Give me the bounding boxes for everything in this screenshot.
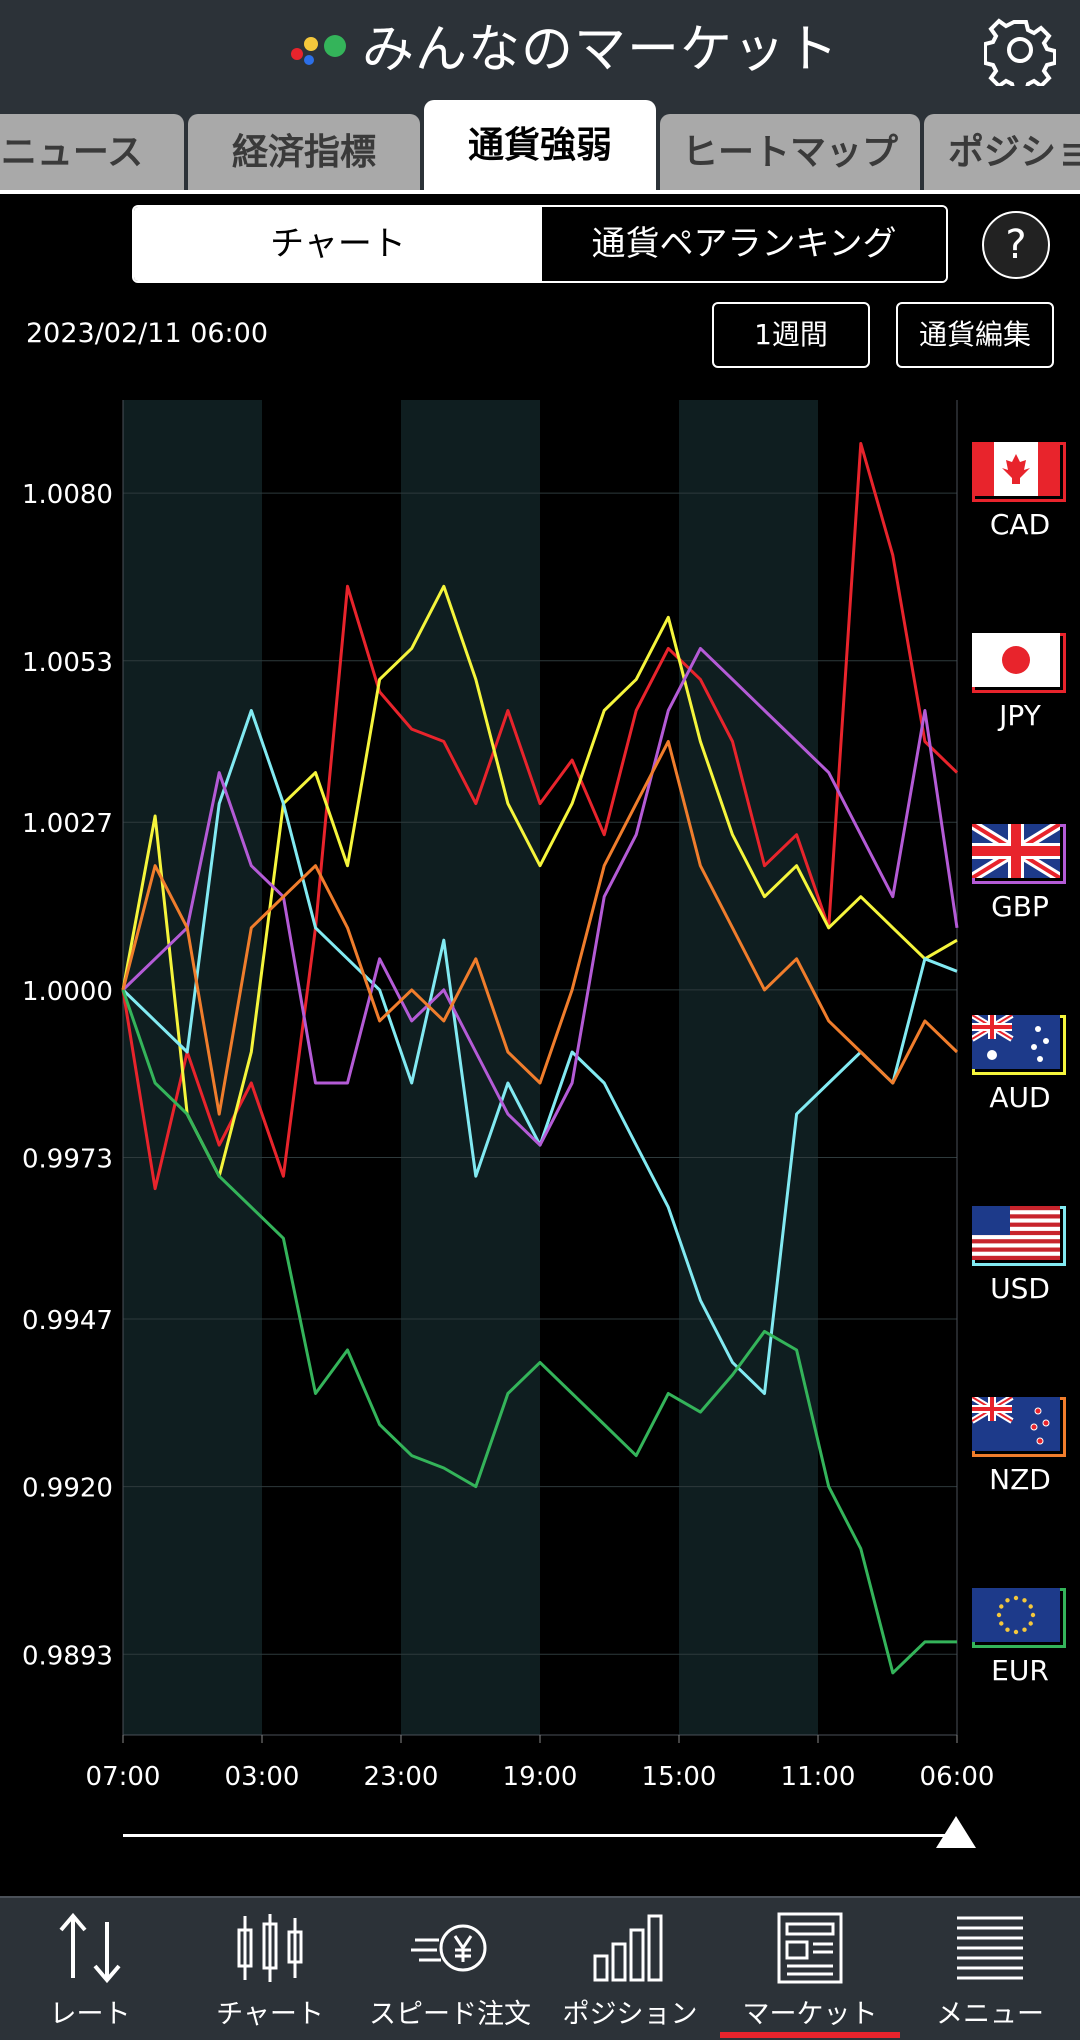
nav-menu[interactable]: メニュー — [900, 1898, 1080, 2040]
series-line — [121, 740, 959, 1116]
x-tick-label: 23:00 — [364, 1762, 439, 1792]
view-segment-control: チャート 通貨ペアランキング — [132, 205, 948, 283]
y-tick-label: 0.9920 — [22, 1474, 113, 1504]
x-tick-label: 07:00 — [86, 1762, 161, 1792]
legend-code: NZD — [989, 1463, 1051, 1496]
eu-flag-icon — [972, 1588, 1066, 1648]
tab-heatmap[interactable]: ヒートマップ — [660, 114, 920, 192]
legend-item-nzd[interactable]: NZD — [972, 1397, 1068, 1496]
menu-lines-icon — [957, 1916, 1023, 1980]
nav-label: マーケット — [742, 1999, 878, 2030]
segment-pair-ranking[interactable]: 通貨ペアランキング — [542, 207, 946, 281]
y-tick-label: 1.0027 — [22, 809, 113, 839]
nav-label: メニュー — [936, 1999, 1044, 2030]
y-tick-label: 0.9973 — [22, 1145, 113, 1175]
legend-code: GBP — [991, 890, 1049, 923]
app-header: みんなのマーケット — [0, 0, 1080, 100]
legend-code: JPY — [999, 699, 1041, 732]
tab-economic-indicators[interactable]: 経済指標 — [188, 114, 420, 192]
nav-rate[interactable]: レート — [0, 1898, 180, 2040]
app-title: みんなのマーケット — [362, 20, 840, 80]
legend-item-usd[interactable]: USD — [972, 1206, 1068, 1305]
currency-strength-chart: 1.0080 1.0053 1.0027 1.0000 0.9973 0.9947 0.99… — [0, 395, 1080, 1795]
legend-item-eur[interactable]: EUR — [972, 1588, 1068, 1687]
bar-chart-icon — [593, 1914, 663, 1982]
legend-code: EUR — [991, 1654, 1049, 1687]
gear-icon[interactable] — [984, 14, 1056, 86]
canada-flag-icon — [972, 442, 1066, 502]
segment-chart[interactable]: チャート — [134, 207, 542, 281]
y-tick-label: 1.0053 — [22, 648, 113, 678]
x-tick-label: 03:00 — [225, 1762, 300, 1792]
japan-flag-icon — [972, 633, 1066, 693]
tab-currency-strength[interactable]: 通貨強弱 — [424, 100, 656, 192]
chart-band — [679, 400, 818, 1735]
nav-label: レート — [49, 1999, 131, 2030]
rate-arrows-icon — [59, 1912, 121, 1984]
legend-item-aud[interactable]: AUD — [972, 1015, 1068, 1114]
time-slider-thumb[interactable] — [936, 1816, 976, 1848]
x-tick-label: 15:00 — [642, 1762, 717, 1792]
period-button[interactable]: 1週間 — [712, 302, 870, 368]
chart-timestamp: 2023/02/11 06:00 — [26, 318, 269, 349]
series-line — [121, 646, 959, 1147]
tab-underline — [0, 190, 1080, 194]
nav-label: ポジション — [562, 1999, 698, 2030]
chart-canvas: 1.0080 1.0053 1.0027 1.0000 0.9973 0.9947 0.99… — [22, 400, 995, 1792]
chart-band — [401, 400, 540, 1735]
legend-code: CAD — [989, 508, 1051, 541]
newspaper-icon — [777, 1912, 843, 1984]
nav-chart[interactable]: チャート — [180, 1898, 360, 2040]
app-logo-icon — [291, 35, 346, 65]
speed-order-yen-icon — [411, 1924, 487, 1972]
tab-bar: ニュース 経済指標 通貨強弱 ヒートマップ ポジショ — [0, 100, 1080, 192]
nav-label: チャート — [216, 1999, 324, 2030]
y-tick-label: 1.0000 — [22, 977, 113, 1007]
y-tick-label: 0.9947 — [22, 1306, 113, 1336]
series-line — [121, 584, 958, 1178]
tab-news[interactable]: ニュース — [0, 114, 184, 192]
bottom-navigation: レート チャート スピード注文 ポジション マーケット メニュー — [0, 1896, 1080, 2040]
tab-positions[interactable]: ポジショ — [924, 114, 1080, 192]
x-tick-label: 06:00 — [920, 1762, 995, 1792]
new-zealand-flag-icon — [972, 1397, 1066, 1457]
y-tick-label: 0.9893 — [22, 1641, 113, 1671]
nav-market[interactable]: マーケット — [720, 1898, 900, 2040]
series-line — [121, 442, 959, 1191]
australia-flag-icon — [972, 1015, 1066, 1075]
uk-flag-icon — [972, 824, 1066, 884]
candlestick-icon — [237, 1914, 303, 1982]
currency-edit-button[interactable]: 通貨編集 — [896, 302, 1054, 368]
nav-position[interactable]: ポジション — [540, 1898, 720, 2040]
nav-active-indicator — [720, 2032, 900, 2038]
nav-label: スピード注文 — [369, 1999, 531, 2030]
help-button[interactable]: ? — [982, 211, 1050, 279]
legend-code: USD — [990, 1272, 1050, 1305]
legend-item-gbp[interactable]: GBP — [972, 824, 1068, 923]
legend-item-cad[interactable]: CAD — [972, 442, 1068, 541]
nav-speed-order[interactable]: スピード注文 — [360, 1898, 540, 2040]
usa-flag-icon — [972, 1206, 1066, 1266]
x-tick-label: 19:00 — [503, 1762, 578, 1792]
x-tick-label: 11:00 — [781, 1762, 856, 1792]
y-tick-label: 1.0080 — [22, 480, 113, 510]
time-slider-track[interactable] — [123, 1834, 958, 1837]
legend-item-jpy[interactable]: JPY — [972, 633, 1068, 732]
series-line — [121, 989, 957, 1675]
legend-code: AUD — [989, 1081, 1051, 1114]
